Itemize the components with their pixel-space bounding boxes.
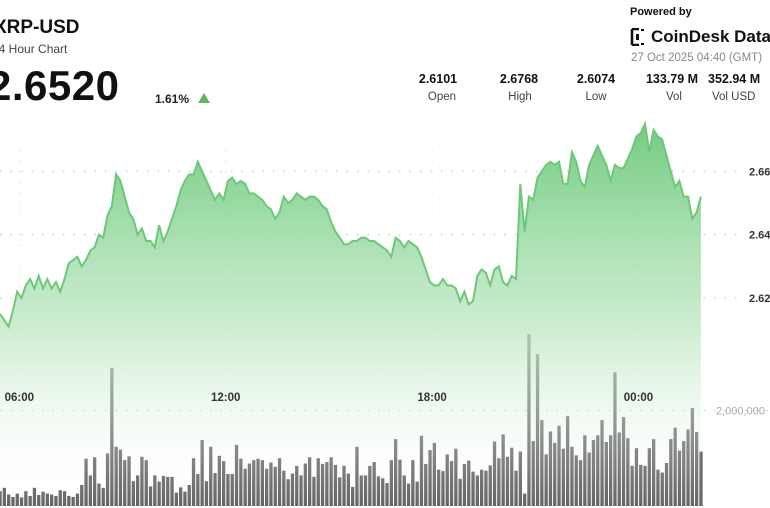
axis-labels: 2.66 2.64 2.62 2,000,000 06:00 12:00 18:00 00:0… (5, 166, 770, 417)
timestamp: 27 Oct 2025 04:40 (GMT) (631, 52, 763, 64)
price-area (0, 123, 701, 506)
stat-high-value: 2.6768 (499, 72, 539, 86)
time-tick-label: 12:00 (211, 392, 240, 404)
volume-bar (699, 451, 703, 506)
stat-vol-value: 133.79 M (645, 72, 699, 86)
stat-volusd-value: 352.94 M (708, 72, 761, 86)
brand-name: CoinDesk Data (651, 27, 770, 46)
pair-title: XRP-USD (0, 17, 80, 38)
stat-volusd-label: Vol USD (712, 91, 756, 103)
chart-subtitle: 24 Hour Chart (0, 42, 68, 56)
stat-open-label: Open (427, 91, 457, 103)
stat-low-label: Low (585, 91, 607, 103)
time-tick-label: 06:00 (5, 392, 34, 404)
powered-by-label: Powered by (630, 6, 692, 18)
time-tick-label: 00:00 (624, 392, 653, 404)
price-line (0, 120, 702, 329)
current-price: 2.6520 (0, 62, 120, 109)
price-tick-label: 2.66 (749, 166, 770, 178)
stat-vol-label: Vol (666, 91, 682, 103)
price-tick-label: 2.64 (749, 230, 770, 242)
price-change: 1.61% (155, 92, 190, 106)
time-tick-label: 18:00 (417, 392, 446, 404)
price-tick-label: 2.62 (749, 293, 770, 305)
coindesk-bracket-icon (630, 27, 646, 47)
stat-open-value: 2.6101 (418, 72, 458, 86)
stat-high-label: High (508, 91, 532, 103)
stat-low-value: 2.6074 (576, 72, 616, 86)
up-arrow-icon (198, 93, 210, 103)
volume-tick-label: 2,000,000 (716, 405, 765, 417)
